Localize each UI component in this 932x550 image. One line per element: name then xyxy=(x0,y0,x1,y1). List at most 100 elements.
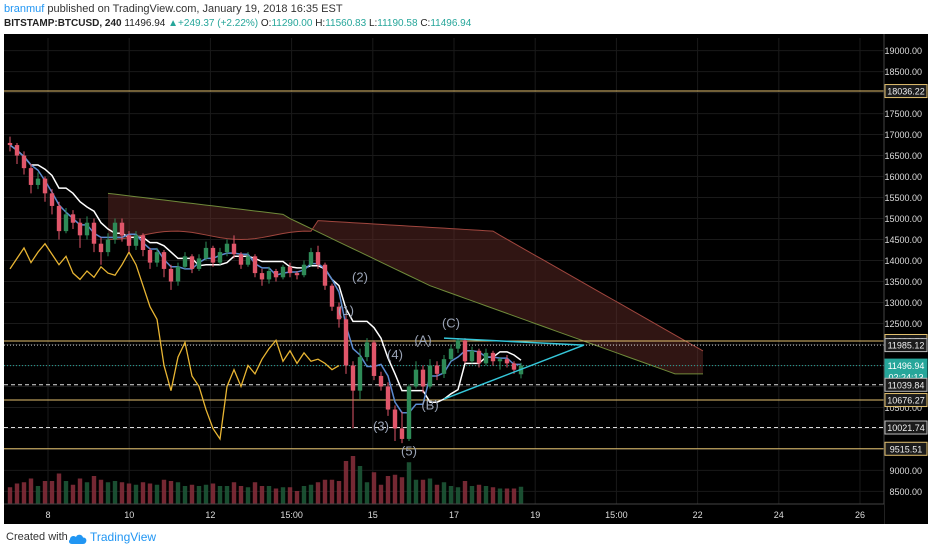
price-level-text: 10021.74 xyxy=(887,423,925,433)
time-tick-label: 24 xyxy=(774,510,784,520)
wave-label: (C) xyxy=(442,316,460,331)
price-level-text: 11496.94 xyxy=(888,361,925,371)
candle-body xyxy=(511,363,517,370)
candle-body xyxy=(70,214,76,223)
candle-body xyxy=(168,268,174,282)
candle-body xyxy=(231,243,237,255)
candle-body xyxy=(42,178,48,194)
candle-body xyxy=(217,252,223,263)
candle-body xyxy=(133,235,139,246)
candle-body xyxy=(455,340,461,349)
volume-bar xyxy=(49,481,55,504)
author-link[interactable]: branmuf xyxy=(4,3,45,15)
volume-bar xyxy=(252,482,258,504)
price-tick-label: 14500.00 xyxy=(884,235,922,245)
candle-body xyxy=(63,214,69,232)
wave-label: (4) xyxy=(387,347,403,362)
chart-header: branmuf published on TradingView.com, Ja… xyxy=(0,0,932,34)
candle-body xyxy=(434,365,440,374)
time-tick-label: 15 xyxy=(368,510,378,520)
volume-bars xyxy=(7,456,524,504)
price-level-tag xyxy=(884,393,928,408)
price-tick-label: 15500.00 xyxy=(884,193,922,203)
candle-body xyxy=(364,342,370,358)
time-tick-label: 17 xyxy=(449,510,459,520)
volume-bar xyxy=(273,488,279,504)
candle-body xyxy=(294,273,300,276)
volume-bar xyxy=(35,486,41,504)
volume-bar xyxy=(336,481,342,504)
price-level-text: 9515.51 xyxy=(890,444,923,454)
wave-label: (A) xyxy=(414,332,431,347)
volume-bar xyxy=(217,486,223,504)
volume-bar xyxy=(154,484,160,504)
candle-body xyxy=(210,247,216,263)
volume-bar xyxy=(140,482,146,504)
tradingview-brand[interactable]: TradingView xyxy=(90,530,157,544)
candle-body xyxy=(308,252,314,265)
volume-bar xyxy=(315,482,321,504)
price-tick-label: 16500.00 xyxy=(884,151,922,161)
candle-body xyxy=(315,252,321,265)
volume-bar xyxy=(168,481,174,504)
volume-bar xyxy=(329,479,335,504)
volume-bar xyxy=(364,482,370,504)
price-tick-label: 17000.00 xyxy=(884,130,922,140)
candle-body xyxy=(49,193,55,206)
volume-bar xyxy=(504,488,510,504)
price-tick-label: 12500.00 xyxy=(884,319,922,329)
candle-body xyxy=(7,142,13,146)
candle-body xyxy=(462,340,468,362)
candle-body xyxy=(385,386,391,410)
grid-lines xyxy=(4,38,884,504)
candle-body xyxy=(448,348,454,360)
price-tick-label: 13000.00 xyxy=(884,298,922,308)
volume-bar xyxy=(63,481,69,504)
price-level-text: 11039.84 xyxy=(888,380,925,390)
created-with-text: Created with xyxy=(6,531,68,543)
volume-bar xyxy=(392,474,398,504)
volume-bar xyxy=(147,483,153,504)
chart-area[interactable]: (1) (2) (3) (4) (5) (A) (B) (C) 8500.00 9000.00 9… xyxy=(4,34,928,524)
candles xyxy=(7,136,524,444)
candle-body xyxy=(441,359,447,374)
time-tick-label: 15:00 xyxy=(605,510,628,520)
candle-body xyxy=(238,254,244,265)
volume-bar xyxy=(161,479,167,504)
volume-bar xyxy=(259,486,265,504)
cloud-fill xyxy=(108,193,703,374)
high-label: H: xyxy=(315,18,326,29)
volume-bar xyxy=(511,488,517,504)
candle-body xyxy=(350,365,356,391)
high-value: 11560.83 xyxy=(325,18,367,29)
candle-body xyxy=(399,428,405,439)
candle-body xyxy=(420,369,426,387)
candle-body xyxy=(21,155,27,169)
price-level-text: 11985.12 xyxy=(888,341,925,351)
chikou-line xyxy=(9,242,340,441)
volume-bar xyxy=(497,488,503,504)
candle-body xyxy=(336,306,342,320)
published-text: published on TradingView.com, January 19… xyxy=(47,3,343,15)
volume-bar xyxy=(126,483,132,504)
triangle-pattern xyxy=(443,337,585,400)
price-tick-label: 9000.00 xyxy=(889,466,922,476)
volume-bar xyxy=(343,461,349,504)
volume-bar xyxy=(224,486,230,504)
volume-bar xyxy=(56,473,62,504)
wave-label: (B) xyxy=(421,398,438,413)
time-tick-label: 10 xyxy=(124,510,134,520)
price-level-tag xyxy=(884,84,928,99)
price-tick-label: 19000.00 xyxy=(884,46,922,56)
price-level-tag xyxy=(884,441,928,456)
time-tick-label: 12 xyxy=(205,510,215,520)
candle-body xyxy=(126,235,132,246)
candle-body xyxy=(252,256,258,274)
price-tick-label: 17500.00 xyxy=(884,109,922,119)
close-value: 11496.94 xyxy=(430,18,472,29)
volume-bar xyxy=(413,479,419,504)
price-chart[interactable]: (1) (2) (3) (4) (5) (A) (B) (C) 8500.00 9000.00 9… xyxy=(4,34,928,524)
volume-bar xyxy=(476,484,482,504)
symbol-label[interactable]: BITSTAMP:BTCUSD, 240 xyxy=(4,18,122,29)
time-axis[interactable] xyxy=(4,504,884,524)
